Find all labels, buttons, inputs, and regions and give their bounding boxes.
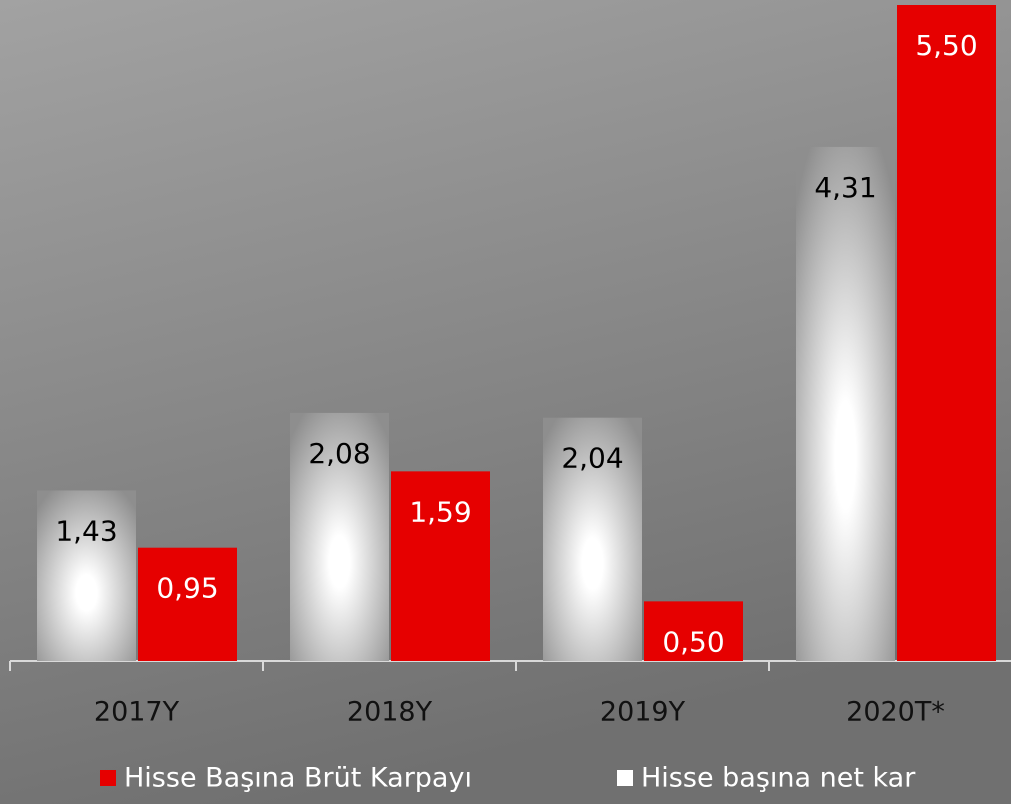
bar — [897, 5, 996, 661]
bar — [37, 490, 136, 661]
bar — [290, 412, 389, 661]
bar — [391, 471, 490, 661]
legend-label: Hisse başına net kar — [641, 763, 916, 794]
data-label: 0,95 — [156, 572, 218, 605]
data-label: 4,31 — [814, 171, 876, 204]
data-label: 1,59 — [409, 495, 471, 528]
bar — [796, 146, 895, 661]
x-tick-label: 2017Y — [94, 697, 180, 728]
legend-label: Hisse Başına Brüt Karpayı — [124, 763, 472, 794]
data-label: 5,50 — [915, 29, 977, 62]
legend-swatch — [100, 770, 116, 786]
data-label: 2,04 — [561, 442, 623, 475]
legend-swatch — [617, 770, 633, 786]
bar — [543, 417, 642, 661]
x-tick-label: 2020T* — [846, 697, 945, 728]
data-label: 1,43 — [55, 514, 117, 547]
data-label: 2,08 — [308, 437, 370, 470]
x-tick-label: 2018Y — [347, 697, 433, 728]
bar — [138, 547, 237, 661]
data-label: 0,50 — [662, 625, 724, 658]
x-tick-label: 2019Y — [600, 697, 686, 728]
bar — [644, 601, 743, 661]
